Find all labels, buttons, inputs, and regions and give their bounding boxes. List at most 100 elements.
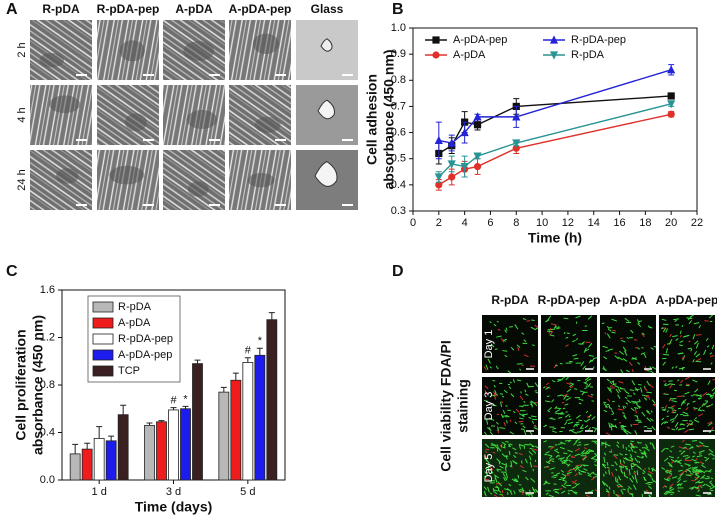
cell-stroke: [594, 459, 598, 463]
cell-stroke: [543, 386, 546, 389]
cell-stroke: [503, 444, 506, 449]
cell-stroke: [689, 486, 695, 489]
cell-stroke: [709, 395, 713, 398]
cell-stroke: [516, 344, 521, 348]
error-bar: [72, 443, 79, 454]
cell-stroke: [633, 472, 636, 475]
legend-swatch: [92, 333, 114, 345]
fluorescence-image: [541, 315, 598, 373]
cell-stroke: [575, 321, 578, 324]
cell-stroke: [620, 369, 624, 374]
cell-stroke: [529, 489, 531, 492]
row-label: Day 1: [483, 330, 495, 359]
cell-stroke: [492, 451, 496, 454]
error-bar: [182, 405, 189, 409]
cell: [314, 161, 338, 187]
cell-stroke: [543, 440, 548, 443]
cell-stroke: [525, 476, 529, 481]
cell-stroke: [485, 478, 490, 481]
cell-stroke: [493, 391, 497, 397]
cell-stroke: [664, 382, 667, 386]
error-bar: [84, 442, 91, 450]
y-axis-label: staining: [455, 379, 471, 433]
cell-stroke: [611, 413, 614, 416]
cell-stroke: [499, 444, 503, 449]
cell-stroke: [608, 406, 613, 410]
cell-stroke: [672, 335, 678, 338]
y-tick-label: 0.3: [391, 205, 406, 217]
cell-stroke: [615, 493, 620, 498]
cell-stroke: [641, 453, 646, 455]
cell-stroke: [624, 317, 630, 322]
point: [473, 121, 482, 129]
cell-stroke: [524, 458, 528, 464]
cell-stroke: [590, 471, 595, 474]
cell-stroke: [651, 399, 656, 404]
bar: [180, 408, 191, 481]
cell-stroke: [709, 352, 713, 355]
cell-stroke: [603, 452, 607, 456]
cell-stroke: [491, 404, 497, 407]
series-line: [438, 113, 672, 186]
cell-stroke: [593, 452, 598, 456]
cell-stroke: [531, 344, 535, 346]
cell-stroke: [523, 354, 529, 358]
cell-stroke: [519, 395, 524, 401]
cell-stroke: [592, 472, 598, 476]
fluorescence-image: [482, 315, 539, 374]
cell-stroke: [573, 424, 576, 428]
cell-stroke: [649, 474, 652, 478]
cell-stroke: [583, 468, 588, 472]
cell-stroke: [631, 357, 637, 360]
cell-stroke: [496, 469, 499, 472]
bar: [144, 424, 155, 481]
cell-stroke: [631, 462, 637, 466]
cell-stroke: [704, 457, 710, 462]
cell: [183, 41, 215, 61]
cell-stroke: [583, 347, 587, 353]
cell-stroke: [579, 464, 583, 468]
cell-stroke: [563, 452, 568, 455]
cell-stroke: [663, 457, 669, 462]
cell-stroke: [580, 361, 585, 367]
sem-image: [30, 20, 92, 80]
x-tick-label: 10: [536, 217, 548, 229]
cell-stroke: [701, 402, 705, 407]
cell-stroke: [584, 447, 588, 450]
cell-stroke: [688, 470, 692, 473]
cell-stroke: [485, 418, 489, 425]
cell-stroke: [496, 444, 499, 447]
cell-stroke: [669, 383, 676, 386]
x-tick-label: 0: [410, 217, 416, 229]
cell-stroke: [631, 443, 634, 447]
cell-stroke: [610, 448, 613, 453]
cell-stroke: [549, 467, 556, 471]
cell-stroke: [684, 429, 689, 433]
cell-stroke: [574, 466, 580, 471]
cell-stroke: [576, 444, 582, 446]
cell-stroke: [557, 412, 563, 415]
cell-stroke: [696, 358, 702, 362]
cell-stroke: [662, 484, 666, 489]
cell-stroke: [523, 429, 527, 436]
error-bar: [120, 404, 127, 415]
cell-stroke: [692, 333, 696, 340]
cell-stroke: [557, 379, 562, 382]
cell-stroke: [618, 381, 624, 384]
y-tick-label: 1.2: [40, 331, 55, 343]
point: [667, 110, 675, 118]
cell-stroke: [618, 475, 620, 479]
y-axis-label: absorbance (450 nm): [381, 49, 397, 189]
cell-stroke: [626, 399, 632, 404]
cell-stroke: [561, 484, 567, 489]
cell: [119, 40, 145, 62]
cell-stroke: [629, 453, 633, 458]
cell-stroke: [646, 410, 651, 415]
cell-stroke: [671, 420, 675, 423]
cell-stroke: [562, 393, 568, 398]
cell-stroke: [522, 317, 527, 321]
series-line: [438, 69, 672, 144]
cell-stroke: [697, 406, 701, 411]
cell-stroke: [664, 421, 667, 425]
cell-stroke: [512, 447, 517, 451]
